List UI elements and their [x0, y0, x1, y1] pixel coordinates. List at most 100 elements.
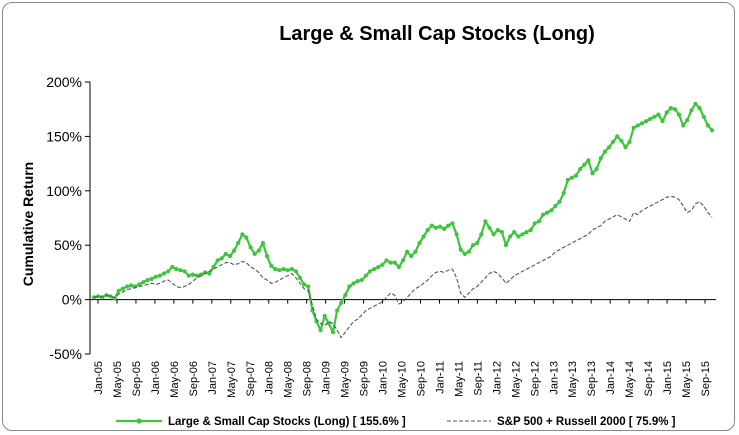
- data-point: [141, 280, 146, 285]
- data-point: [388, 260, 393, 265]
- data-point: [347, 284, 352, 289]
- data-point: [681, 123, 686, 128]
- x-tick-label: May-15: [681, 361, 693, 398]
- data-point: [429, 223, 434, 228]
- data-point: [335, 308, 340, 313]
- data-point: [631, 125, 636, 130]
- data-point: [627, 139, 632, 144]
- x-tick-label: Jan-12: [491, 361, 503, 395]
- x-tick-label: Sep-06: [188, 361, 200, 396]
- data-point: [227, 254, 233, 259]
- data-point: [644, 119, 649, 124]
- data-point: [260, 240, 265, 246]
- data-point: [372, 267, 377, 272]
- y-tick-label: -50%: [49, 346, 82, 362]
- data-point: [232, 248, 237, 253]
- data-point: [166, 269, 171, 274]
- data-point: [289, 267, 294, 272]
- data-point: [499, 230, 504, 235]
- data-point: [433, 225, 439, 230]
- data-point: [425, 227, 430, 233]
- data-point: [446, 223, 451, 228]
- data-point: [532, 221, 537, 226]
- x-tick-label: Sep-05: [131, 361, 143, 396]
- x-tick-label: May-06: [169, 361, 181, 398]
- data-point: [668, 106, 673, 111]
- x-tick-label: Jan-05: [93, 361, 105, 395]
- data-point: [705, 123, 711, 128]
- x-tick-label: Sep-12: [529, 361, 541, 396]
- data-point: [178, 268, 183, 273]
- data-point: [96, 294, 101, 299]
- data-point: [701, 114, 706, 119]
- data-point: [516, 234, 521, 239]
- data-point: [442, 226, 447, 231]
- x-tick-label: Sep-08: [302, 361, 314, 396]
- data-point: [363, 273, 368, 278]
- data-point: [273, 267, 278, 272]
- data-point: [351, 281, 356, 286]
- data-point: [252, 251, 257, 256]
- data-point: [598, 156, 603, 161]
- data-point: [405, 249, 410, 254]
- data-point: [330, 330, 336, 335]
- data-point: [565, 177, 570, 182]
- data-point: [590, 171, 595, 176]
- data-point: [578, 166, 583, 172]
- data-point: [219, 256, 224, 261]
- data-point: [611, 139, 616, 144]
- x-tick-label: Jan-13: [548, 361, 560, 395]
- data-point: [384, 258, 389, 263]
- x-tick-label: Jan-11: [434, 361, 446, 394]
- data-point: [367, 269, 373, 274]
- data-point: [557, 199, 562, 204]
- data-point: [487, 225, 492, 230]
- data-point: [491, 232, 496, 237]
- data-point: [652, 114, 657, 119]
- data-point: [145, 277, 150, 283]
- data-point: [508, 234, 513, 239]
- data-point: [524, 230, 529, 235]
- x-tick-label: Jan-15: [662, 361, 674, 395]
- data-point: [454, 232, 459, 237]
- legend-label-benchmark: S&P 500 + Russell 2000 [ 75.9% ]: [497, 416, 676, 428]
- data-point: [553, 203, 558, 209]
- data-point: [149, 276, 154, 281]
- data-point: [586, 158, 591, 163]
- data-point: [120, 286, 125, 291]
- y-tick-label: 0%: [62, 292, 82, 308]
- x-tick-label: Jan-06: [150, 361, 162, 395]
- data-point: [470, 243, 476, 248]
- x-tick-label: Sep-15: [700, 361, 712, 396]
- data-point: [355, 279, 360, 284]
- data-point: [302, 282, 307, 287]
- data-point: [664, 110, 669, 115]
- data-point: [409, 254, 414, 259]
- data-point: [359, 277, 364, 283]
- data-point: [689, 108, 694, 113]
- data-point: [161, 271, 167, 276]
- legend-marker-portfolio: [136, 418, 142, 424]
- series-line-portfolio: [93, 102, 713, 334]
- y-tick-label: 100%: [46, 183, 82, 199]
- data-point: [244, 235, 249, 240]
- data-point: [129, 283, 134, 288]
- data-point: [116, 288, 121, 293]
- data-point: [293, 269, 298, 274]
- data-point: [281, 267, 286, 272]
- data-point: [619, 138, 624, 143]
- data-point: [623, 145, 628, 150]
- data-point: [475, 240, 480, 246]
- y-axis-label: Cumulative Return: [20, 162, 36, 286]
- data-point: [186, 273, 191, 278]
- data-point: [602, 149, 608, 154]
- data-point: [417, 240, 422, 246]
- data-point: [648, 116, 653, 122]
- x-tick-label: May-09: [340, 361, 352, 398]
- data-point: [182, 269, 187, 274]
- data-point: [709, 128, 715, 133]
- data-point: [264, 254, 270, 259]
- data-point: [520, 232, 525, 237]
- x-tick-label: Sep-07: [245, 361, 257, 396]
